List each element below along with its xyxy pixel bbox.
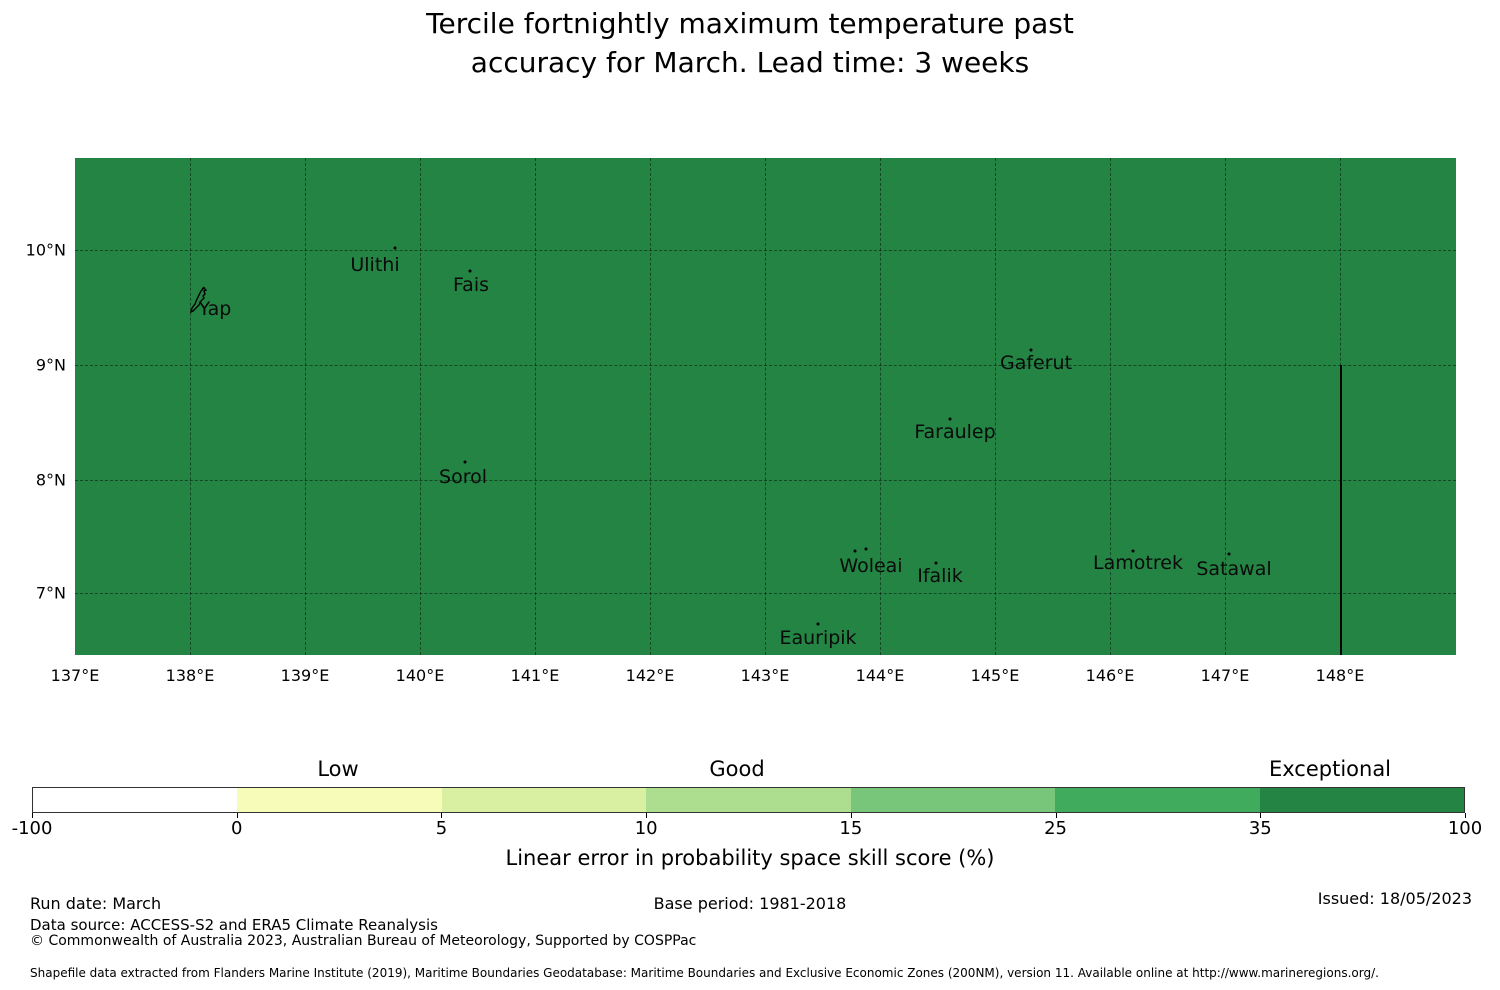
island-label-satawal: Satawal	[1196, 558, 1272, 580]
island-label-gaferut: Gaferut	[999, 352, 1073, 374]
map-canvas: Yap Ulithi Fais Sorol Gaferut Faraulep Woleai I…	[75, 158, 1456, 655]
island-label-faraulep: Faraulep	[914, 421, 996, 443]
island-marker-dot	[463, 460, 467, 464]
footer-run-date: Run date: March	[30, 894, 162, 913]
page-title: Tercile fortnightly maximum temperature …	[0, 4, 1500, 82]
y-axis-tick-label: 10°N	[25, 240, 66, 260]
colorbar-tick-label: 100	[1447, 818, 1483, 839]
lat-gridline	[75, 593, 1456, 594]
colorbar-tick-label: 10	[634, 818, 658, 839]
island-label-yap: Yap	[198, 298, 232, 320]
colorbar-tick-mark	[1260, 813, 1262, 818]
island-marker-dot	[934, 561, 938, 565]
x-axis-tick-label: 147°E	[1200, 666, 1250, 685]
island-marker-dot	[853, 549, 857, 553]
colorbar-tick-label: 15	[839, 818, 863, 839]
island-label-eauripik: Eauripik	[779, 627, 857, 649]
colorbar-segment	[441, 788, 647, 812]
lon-gridline	[880, 158, 881, 655]
footer-shapefile-note: Shapefile data extracted from Flanders M…	[30, 966, 1379, 980]
x-axis-tick-label: 140°E	[395, 666, 445, 685]
colorbar-tick-label: 35	[1248, 818, 1272, 839]
lon-gridline	[190, 158, 191, 655]
footer-base-period: Base period: 1981-2018	[653, 894, 847, 913]
lon-gridline	[765, 158, 766, 655]
yap-island-icon	[189, 286, 208, 314]
island-marker-dot	[948, 417, 952, 421]
colorbar-tick-mark	[1465, 813, 1466, 818]
island-label-sorol: Sorol	[439, 466, 487, 488]
colorbar	[32, 787, 1465, 813]
x-axis-tick-label: 142°E	[625, 666, 675, 685]
x-axis-tick-label: 137°E	[50, 666, 100, 685]
island-marker-dot	[393, 246, 397, 250]
colorbar-region-label-exceptional: Exceptional	[1268, 757, 1392, 781]
colorbar-segment	[1055, 788, 1260, 812]
y-axis-tick-label: 8°N	[35, 470, 66, 490]
lon-gridline	[650, 158, 651, 655]
x-axis-tick-label: 139°E	[280, 666, 330, 685]
y-axis-tick-label: 9°N	[35, 355, 66, 375]
lon-gridline	[535, 158, 536, 655]
island-marker-dot	[864, 547, 868, 551]
island-marker-dot	[1227, 552, 1231, 556]
page-title-line1: Tercile fortnightly maximum temperature …	[426, 7, 1074, 40]
colorbar-tick-mark	[646, 813, 648, 818]
colorbar-tick-label: 25	[1044, 818, 1068, 839]
eez-boundary-line	[1340, 365, 1342, 655]
island-marker-dot	[816, 622, 820, 626]
footer-issued-date: Issued: 18/05/2023	[1317, 889, 1472, 908]
colorbar-segment	[33, 788, 238, 812]
island-marker-dot	[468, 269, 472, 273]
island-marker-dot	[1131, 549, 1135, 553]
island-marker-dot	[1029, 348, 1033, 352]
colorbar-axis-label: Linear error in probability space skill …	[505, 846, 995, 870]
lon-gridline	[1110, 158, 1111, 655]
lat-gridline	[75, 250, 1456, 251]
colorbar-tick-label: 5	[435, 818, 448, 839]
lat-gridline	[75, 480, 1456, 481]
x-axis-tick-label: 144°E	[855, 666, 905, 685]
x-axis-tick-label: 138°E	[165, 666, 215, 685]
page-title-line2: accuracy for March. Lead time: 3 weeks	[470, 46, 1030, 79]
colorbar-tick-mark	[1055, 813, 1057, 818]
colorbar-segment	[850, 788, 1056, 812]
colorbar-tick-mark	[850, 813, 852, 818]
lon-gridline	[305, 158, 306, 655]
island-label-ifalik: Ifalik	[917, 565, 963, 587]
lat-gridline	[75, 365, 1456, 366]
colorbar-segment	[646, 788, 851, 812]
lon-gridline	[1225, 158, 1226, 655]
colorbar-tick-mark	[32, 813, 33, 818]
island-label-woleai: Woleai	[839, 555, 903, 577]
colorbar-tick-mark	[441, 813, 443, 818]
x-axis-tick-label: 148°E	[1315, 666, 1365, 685]
colorbar-tick-label: 0	[230, 818, 243, 839]
x-axis-tick-label: 143°E	[740, 666, 790, 685]
island-label-ulithi: Ulithi	[350, 254, 400, 276]
lon-gridline	[420, 158, 421, 655]
y-axis-tick-label: 7°N	[35, 583, 66, 603]
colorbar-tick-label: -100	[11, 818, 53, 839]
x-axis-tick-label: 145°E	[970, 666, 1020, 685]
x-axis-tick-label: 141°E	[510, 666, 560, 685]
colorbar-tick-mark	[236, 813, 238, 818]
lon-gridline	[995, 158, 996, 655]
colorbar-segment	[1259, 788, 1464, 812]
footer-data-source: Data source: ACCESS-S2 and ERA5 Climate …	[30, 916, 438, 934]
x-axis-tick-label: 146°E	[1085, 666, 1135, 685]
island-label-fais: Fais	[452, 274, 490, 296]
colorbar-segment	[237, 788, 442, 812]
colorbar-region-label-low: Low	[317, 757, 359, 781]
colorbar-region-label-good: Good	[709, 757, 765, 781]
island-label-lamotrek: Lamotrek	[1093, 552, 1183, 574]
footer-copyright: © Commonwealth of Australia 2023, Austra…	[30, 933, 697, 949]
